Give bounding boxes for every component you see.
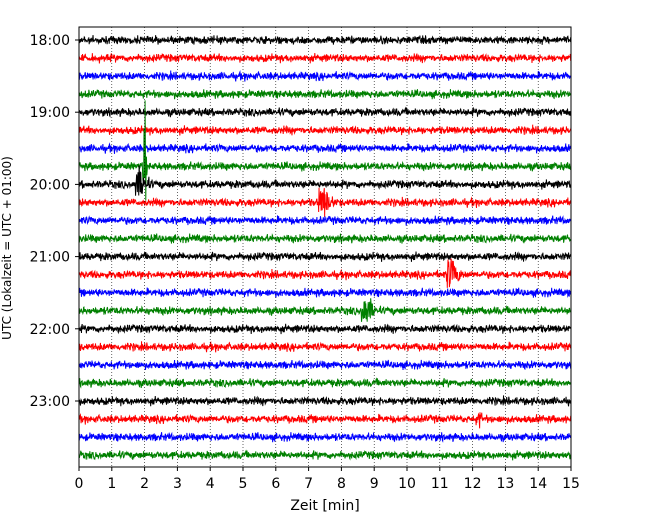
trace-1800 bbox=[78, 35, 572, 46]
trace-1815 bbox=[78, 52, 572, 64]
trace-2130 bbox=[78, 287, 572, 298]
x-axis: 0 1 2 3 4 5 6 7 8 9 10 11 12 13 14 15 bbox=[75, 467, 580, 492]
trace-1830 bbox=[78, 69, 572, 82]
x-tick-label: 13 bbox=[496, 476, 514, 492]
x-tick-label: 8 bbox=[337, 476, 346, 492]
trace-2230 bbox=[78, 359, 572, 371]
trace-2000 bbox=[78, 165, 572, 196]
grid-lines bbox=[111, 27, 539, 467]
x-tick-label: 6 bbox=[271, 476, 280, 492]
y-axis-label: UTC (Lokalzeit = UTC + 01:00) bbox=[0, 156, 14, 340]
y-axis: 18:00 19:00 20:00 21:00 22:00 23:00 bbox=[30, 33, 79, 410]
trace-2300 bbox=[78, 395, 572, 407]
x-tick-label: 1 bbox=[107, 476, 116, 492]
x-tick-label: 0 bbox=[75, 476, 84, 492]
trace-2345 bbox=[78, 449, 572, 461]
x-tick-label: 11 bbox=[431, 476, 449, 492]
x-tick-label: 15 bbox=[562, 476, 580, 492]
y-tick-label: 23:00 bbox=[30, 394, 70, 410]
trace-2015 bbox=[78, 187, 572, 217]
trace-2245 bbox=[78, 377, 572, 389]
x-tick-label: 4 bbox=[206, 476, 215, 492]
trace-2330 bbox=[78, 431, 572, 443]
x-tick-label: 9 bbox=[370, 476, 379, 492]
x-tick-label: 7 bbox=[304, 476, 313, 492]
trace-1845 bbox=[78, 88, 572, 100]
trace-2315 bbox=[78, 412, 572, 429]
x-tick-label: 2 bbox=[140, 476, 149, 492]
x-tick-label: 5 bbox=[239, 476, 248, 492]
trace-1945 bbox=[78, 100, 572, 201]
trace-2145 bbox=[78, 298, 572, 322]
trace-2200 bbox=[78, 323, 572, 335]
x-tick-label: 12 bbox=[464, 476, 482, 492]
trace-2215 bbox=[78, 340, 572, 353]
x-tick-label: 3 bbox=[173, 476, 182, 492]
y-tick-label: 21:00 bbox=[30, 250, 70, 266]
trace-2100 bbox=[78, 250, 572, 263]
trace-1915 bbox=[78, 124, 572, 136]
y-tick-label: 18:00 bbox=[30, 33, 70, 49]
x-tick-label: 10 bbox=[398, 476, 416, 492]
trace-1900 bbox=[78, 106, 572, 118]
x-axis-label: Zeit [min] bbox=[290, 498, 359, 514]
trace-1930 bbox=[78, 142, 572, 154]
x-tick-label: 14 bbox=[529, 476, 547, 492]
trace-2115 bbox=[78, 258, 572, 288]
y-tick-label: 19:00 bbox=[30, 105, 70, 121]
trace-2030 bbox=[78, 215, 572, 226]
plot-frame bbox=[78, 26, 572, 468]
y-tick-label: 20:00 bbox=[30, 177, 70, 193]
trace-2045 bbox=[78, 233, 572, 245]
y-tick-label: 22:00 bbox=[30, 322, 70, 338]
trace-group bbox=[78, 35, 572, 461]
